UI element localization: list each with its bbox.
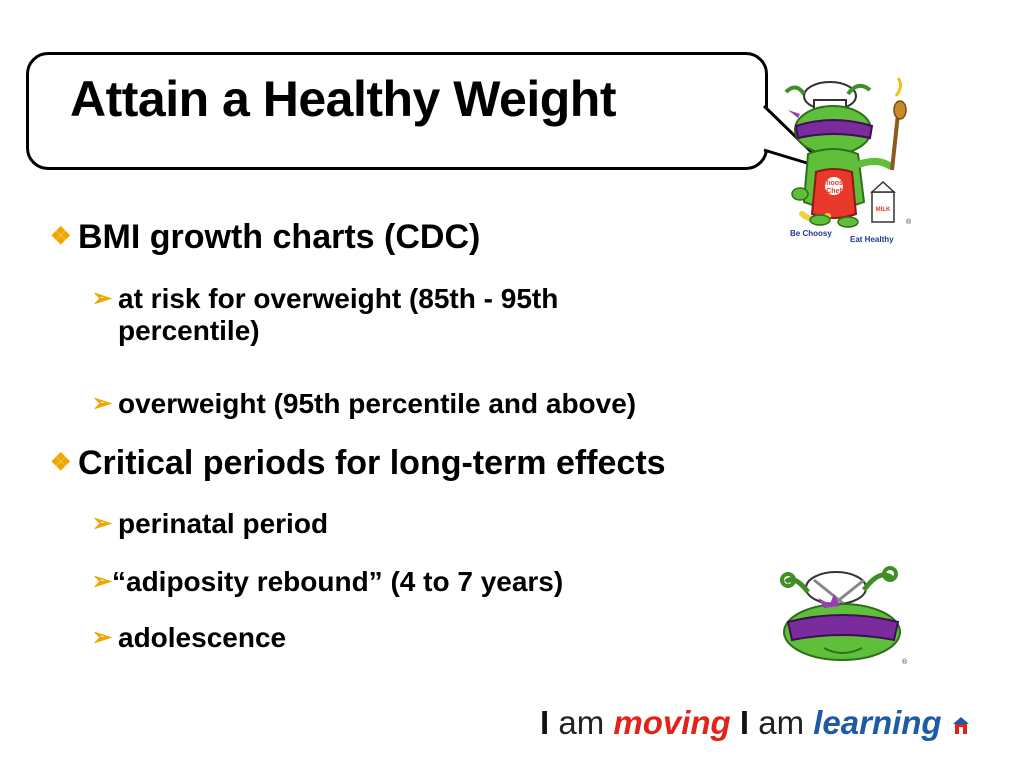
sub-bullet-perinatal: ➢ perinatal period bbox=[92, 508, 328, 540]
sub-bullet-overweight: ➢ overweight (95th percentile and above) bbox=[92, 388, 636, 420]
arrowhead-icon: ➢ bbox=[92, 390, 113, 417]
house-icon bbox=[952, 717, 969, 734]
sub-bullet-text: perinatal period bbox=[118, 508, 329, 539]
diamond-cluster-icon: ❖ bbox=[50, 449, 72, 476]
sub-bullet-text: adolescence bbox=[118, 622, 287, 653]
arrowhead-icon: ➢ bbox=[92, 624, 113, 651]
bullet-text: BMI growth charts (CDC) bbox=[78, 218, 481, 256]
choosy-chef-head: ® bbox=[780, 566, 908, 666]
sub-bullet-at-risk: ➢ at risk for overweight (85th - 95th per… bbox=[92, 283, 558, 347]
sub-bullet-text: “adiposity rebound” (4 to 7 years) bbox=[112, 566, 564, 597]
sub-bullet-text: at risk for overweight (85th - 95th bbox=[118, 283, 559, 314]
mascot-tagline-left: Be Choosy bbox=[790, 229, 832, 238]
footer-logo-learning: learning bbox=[813, 704, 942, 741]
title-bubble bbox=[26, 52, 768, 170]
sub-bullet-adiposity-rebound: ➢“adiposity rebound” (4 to 7 years) bbox=[92, 566, 563, 598]
arrowhead-icon: ➢ bbox=[92, 285, 113, 312]
footer-logo-i: I bbox=[540, 704, 550, 741]
footer-logo: I am moving I am learning bbox=[540, 704, 971, 742]
bullet-bmi-growth-charts: ❖ BMI growth charts (CDC) bbox=[50, 218, 480, 257]
footer-logo-am: am bbox=[558, 704, 605, 741]
apron-logo-text: Chef bbox=[826, 188, 842, 195]
sub-bullet-text: overweight (95th percentile and above) bbox=[118, 388, 637, 419]
mascot-tagline-right: Eat Healthy bbox=[850, 235, 894, 244]
slide-title: Attain a Healthy Weight bbox=[70, 71, 616, 127]
bullet-critical-periods: ❖ Critical periods for long-term effects bbox=[50, 444, 666, 483]
arrowhead-icon: ➢ bbox=[92, 568, 113, 595]
footer-logo-i: I bbox=[739, 704, 750, 741]
sub-bullet-adolescence: ➢ adolescence bbox=[92, 622, 286, 654]
apron-logo-text: Choosy bbox=[821, 180, 847, 187]
arrowhead-icon: ➢ bbox=[92, 510, 113, 537]
milk-label: MILK bbox=[876, 207, 891, 213]
footer-logo-am: am bbox=[758, 704, 805, 741]
sub-bullet-text-continued: percentile) bbox=[118, 315, 260, 346]
registered-mark: ® bbox=[906, 218, 912, 226]
bullet-text: Critical periods for long-term effects bbox=[78, 444, 666, 482]
registered-mark: ® bbox=[902, 658, 908, 666]
choosy-chef-mascot: Choosy Chef MILK Be Choosy Eat Healthy ® bbox=[784, 77, 912, 244]
footer-logo-moving: moving bbox=[613, 704, 731, 741]
diamond-cluster-icon: ❖ bbox=[50, 223, 72, 250]
